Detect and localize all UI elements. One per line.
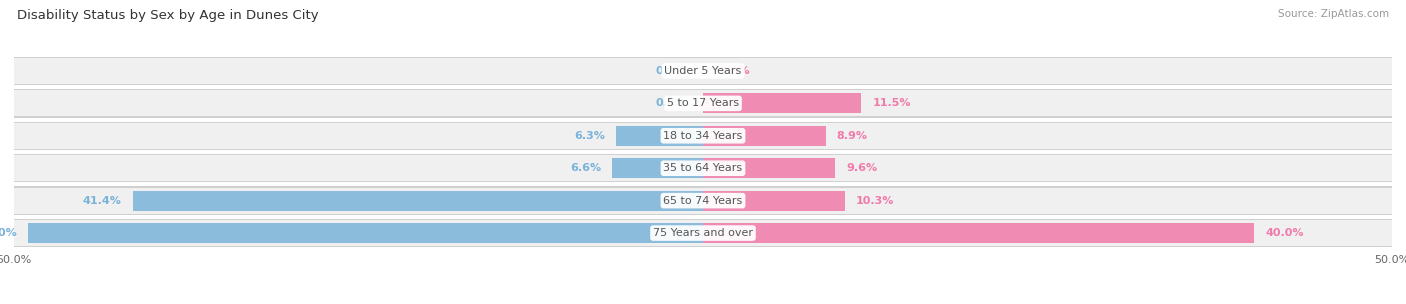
Bar bbox=[28, 223, 703, 243]
Bar bbox=[14, 154, 1392, 182]
Text: 8.9%: 8.9% bbox=[837, 131, 868, 141]
Text: 49.0%: 49.0% bbox=[0, 228, 17, 238]
Text: Disability Status by Sex by Age in Dunes City: Disability Status by Sex by Age in Dunes… bbox=[17, 9, 319, 22]
Bar bbox=[14, 58, 1392, 84]
Text: 5 to 17 Years: 5 to 17 Years bbox=[666, 98, 740, 108]
Text: 18 to 34 Years: 18 to 34 Years bbox=[664, 131, 742, 141]
Text: 40.0%: 40.0% bbox=[1265, 228, 1303, 238]
Bar bbox=[14, 220, 1392, 246]
Bar bbox=[14, 123, 1392, 149]
Text: 0.0%: 0.0% bbox=[655, 98, 686, 108]
Bar bbox=[14, 90, 1392, 116]
Bar bbox=[703, 93, 862, 113]
Text: 0.0%: 0.0% bbox=[720, 66, 751, 76]
Bar bbox=[14, 188, 1392, 214]
Bar bbox=[14, 186, 1392, 215]
Bar bbox=[703, 158, 835, 178]
Bar bbox=[703, 126, 825, 146]
Text: 6.6%: 6.6% bbox=[569, 163, 600, 173]
Bar bbox=[14, 155, 1392, 181]
Bar bbox=[14, 219, 1392, 247]
Bar bbox=[14, 57, 1392, 85]
Bar bbox=[14, 89, 1392, 118]
Text: 35 to 64 Years: 35 to 64 Years bbox=[664, 163, 742, 173]
Bar bbox=[612, 158, 703, 178]
Bar bbox=[616, 126, 703, 146]
Bar bbox=[132, 191, 703, 211]
Text: 10.3%: 10.3% bbox=[856, 196, 894, 206]
Text: Source: ZipAtlas.com: Source: ZipAtlas.com bbox=[1278, 9, 1389, 19]
Bar bbox=[703, 223, 1254, 243]
Text: 0.0%: 0.0% bbox=[655, 66, 686, 76]
Bar bbox=[14, 122, 1392, 150]
Text: 75 Years and over: 75 Years and over bbox=[652, 228, 754, 238]
Text: 6.3%: 6.3% bbox=[574, 131, 605, 141]
Text: 65 to 74 Years: 65 to 74 Years bbox=[664, 196, 742, 206]
Text: 9.6%: 9.6% bbox=[846, 163, 877, 173]
Text: 11.5%: 11.5% bbox=[873, 98, 911, 108]
Text: 41.4%: 41.4% bbox=[83, 196, 121, 206]
Text: Under 5 Years: Under 5 Years bbox=[665, 66, 741, 76]
Bar bbox=[703, 191, 845, 211]
